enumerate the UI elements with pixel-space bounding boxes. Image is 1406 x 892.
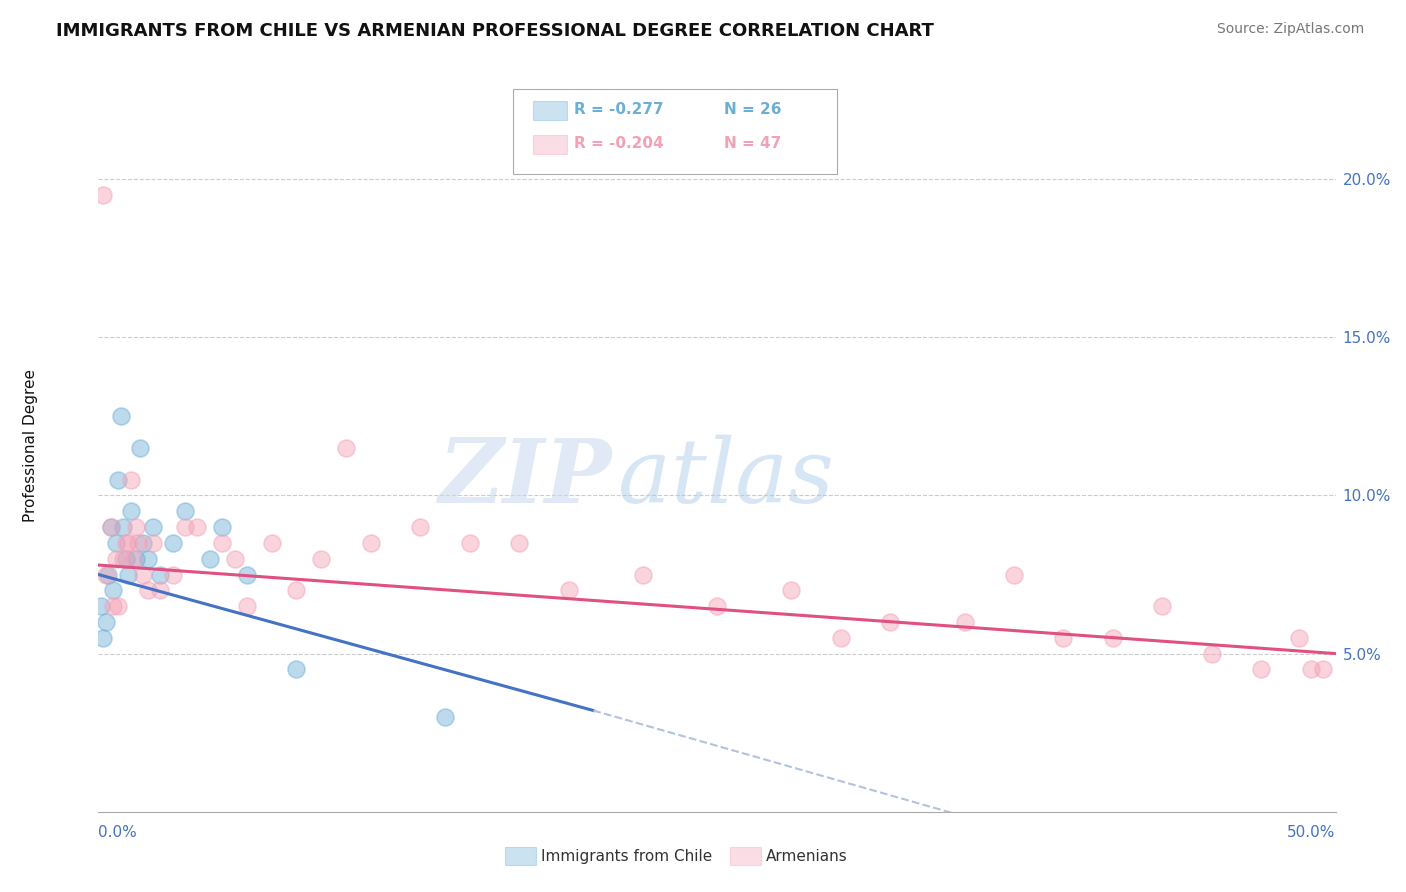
Point bbox=[132, 567, 155, 582]
Point bbox=[112, 551, 135, 566]
Point bbox=[100, 520, 122, 534]
Point bbox=[879, 615, 901, 629]
Point bbox=[124, 551, 146, 566]
Point bbox=[1312, 662, 1334, 676]
Text: R = -0.277: R = -0.277 bbox=[574, 103, 664, 117]
Point bbox=[1299, 662, 1322, 676]
Point bbox=[953, 615, 976, 629]
Point bbox=[631, 567, 654, 582]
Point bbox=[104, 536, 127, 550]
Point bbox=[211, 536, 233, 550]
Text: ZIP: ZIP bbox=[439, 434, 612, 521]
Point bbox=[142, 536, 165, 550]
Point bbox=[830, 631, 852, 645]
Point bbox=[1288, 631, 1310, 645]
Point bbox=[174, 504, 197, 518]
Point bbox=[780, 583, 803, 598]
Text: Source: ZipAtlas.com: Source: ZipAtlas.com bbox=[1216, 22, 1364, 37]
Point bbox=[129, 441, 152, 455]
Point bbox=[94, 567, 117, 582]
Point bbox=[90, 599, 112, 614]
Point bbox=[97, 567, 120, 582]
Point bbox=[93, 631, 115, 645]
Point bbox=[186, 520, 208, 534]
Point bbox=[93, 188, 115, 202]
Point bbox=[122, 551, 145, 566]
Point bbox=[114, 551, 136, 566]
Point bbox=[335, 441, 357, 455]
Point bbox=[117, 536, 139, 550]
Text: Immigrants from Chile: Immigrants from Chile bbox=[541, 849, 713, 863]
Point bbox=[458, 536, 481, 550]
Point bbox=[409, 520, 432, 534]
Point bbox=[149, 567, 172, 582]
Point bbox=[236, 599, 259, 614]
Text: R = -0.204: R = -0.204 bbox=[574, 136, 664, 151]
Point bbox=[433, 710, 456, 724]
Point bbox=[127, 536, 149, 550]
Point bbox=[124, 520, 146, 534]
Point bbox=[706, 599, 728, 614]
Point bbox=[142, 520, 165, 534]
Text: 0.0%: 0.0% bbox=[98, 825, 138, 840]
Point bbox=[162, 567, 184, 582]
Point bbox=[114, 536, 136, 550]
Point bbox=[1201, 647, 1223, 661]
Text: N = 26: N = 26 bbox=[724, 103, 782, 117]
Text: Professional Degree: Professional Degree bbox=[24, 369, 38, 523]
Point bbox=[508, 536, 530, 550]
Point bbox=[103, 583, 125, 598]
Point bbox=[285, 662, 308, 676]
Point bbox=[120, 504, 142, 518]
Point bbox=[285, 583, 308, 598]
Point bbox=[198, 551, 221, 566]
Point bbox=[103, 599, 125, 614]
Point bbox=[117, 567, 139, 582]
Point bbox=[1102, 631, 1125, 645]
Point bbox=[136, 551, 159, 566]
Point bbox=[107, 599, 129, 614]
Text: IMMIGRANTS FROM CHILE VS ARMENIAN PROFESSIONAL DEGREE CORRELATION CHART: IMMIGRANTS FROM CHILE VS ARMENIAN PROFES… bbox=[56, 22, 934, 40]
Point bbox=[120, 473, 142, 487]
Point bbox=[557, 583, 579, 598]
Point bbox=[174, 520, 197, 534]
Point bbox=[1002, 567, 1025, 582]
Point bbox=[1250, 662, 1272, 676]
Point bbox=[1152, 599, 1174, 614]
Point bbox=[110, 409, 132, 424]
Point bbox=[94, 615, 117, 629]
Text: Armenians: Armenians bbox=[766, 849, 848, 863]
Text: N = 47: N = 47 bbox=[724, 136, 782, 151]
Point bbox=[112, 520, 135, 534]
Point bbox=[1052, 631, 1074, 645]
Point bbox=[224, 551, 246, 566]
Text: 50.0%: 50.0% bbox=[1288, 825, 1336, 840]
Point bbox=[211, 520, 233, 534]
Point bbox=[260, 536, 283, 550]
Point bbox=[100, 520, 122, 534]
Point bbox=[309, 551, 332, 566]
Text: atlas: atlas bbox=[619, 434, 834, 521]
Point bbox=[162, 536, 184, 550]
Point bbox=[104, 551, 127, 566]
Point bbox=[107, 473, 129, 487]
Point bbox=[136, 583, 159, 598]
Point bbox=[132, 536, 155, 550]
Point bbox=[236, 567, 259, 582]
Point bbox=[360, 536, 382, 550]
Point bbox=[149, 583, 172, 598]
